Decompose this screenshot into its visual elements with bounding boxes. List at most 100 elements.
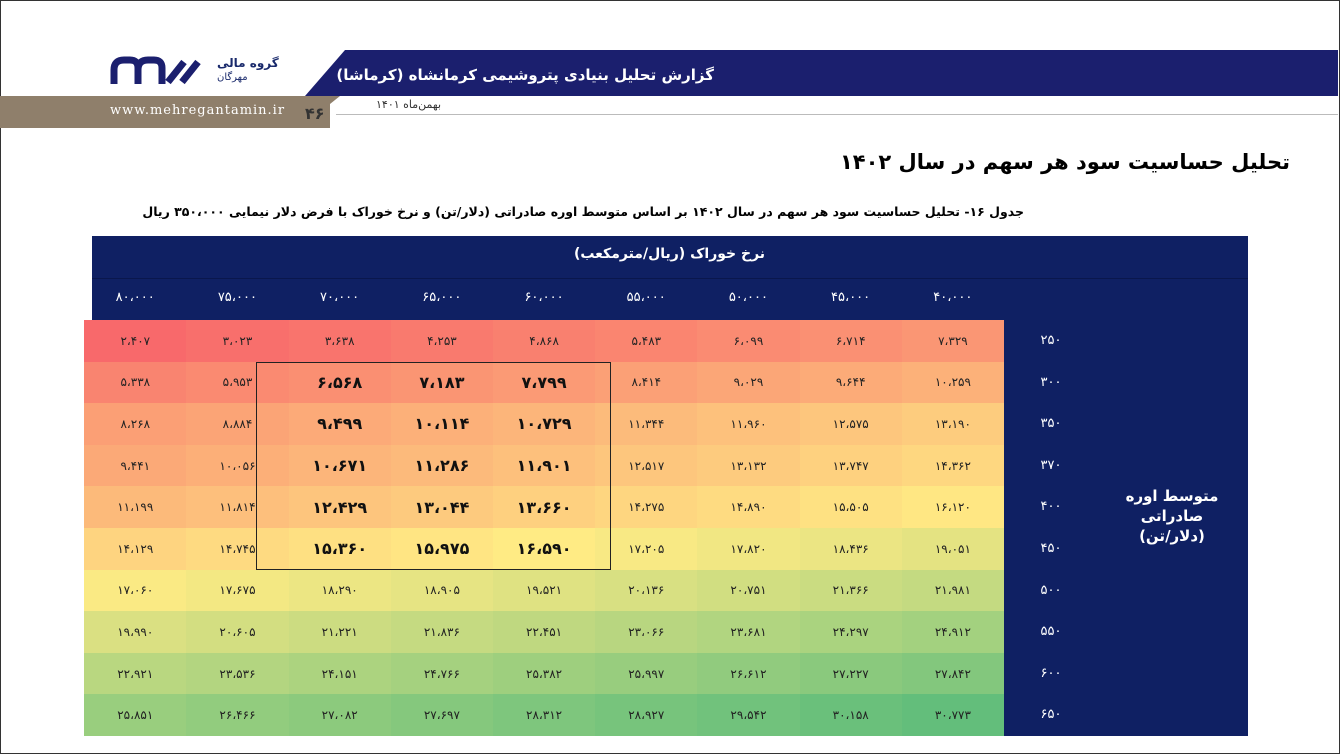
table-cell: ۱۸،۲۹۰ (288, 569, 391, 612)
column-header: ۴۵،۰۰۰ (831, 290, 871, 305)
table-cell: ۴،۲۵۳ (390, 320, 493, 362)
logo-mark-icon (110, 56, 201, 85)
table-cell: ۱۲،۵۱۷ (595, 444, 698, 487)
table-cell: ۱۴،۳۶۲ (901, 444, 1004, 487)
table-cell: ۳،۰۲۳ (186, 320, 289, 362)
table-cell: ۱۸،۹۰۵ (390, 569, 493, 612)
table-cell: ۲۳،۰۶۶ (595, 611, 698, 653)
page-number: ۴۶ (305, 104, 325, 123)
table-cell: ۱۷،۶۷۵ (186, 569, 289, 612)
table-cell: ۱۴،۸۹۰ (697, 486, 800, 528)
table-cell: ۷،۱۸۳ (390, 361, 493, 404)
row-header: ۵۰۰ (1040, 582, 1062, 598)
row-group-header-line1: متوسط اوره صادراتی (1125, 487, 1219, 525)
table-cell: ۱۱،۹۰۱ (493, 444, 596, 487)
table-cell: ۲۷،۲۲۷ (799, 652, 902, 695)
table-cell: ۱۳،۶۶۰ (493, 486, 596, 528)
table-cell: ۳۰،۱۵۸ (799, 694, 902, 736)
table-cell: ۱۷،۰۶۰ (84, 569, 187, 612)
table-cell: ۱۳،۷۴۷ (799, 444, 902, 487)
table-cell: ۱۷،۸۲۰ (697, 528, 800, 570)
column-header: ۸۰،۰۰۰ (115, 290, 155, 305)
table-cell: ۲۴،۱۵۱ (288, 652, 391, 695)
table-cell: ۸،۸۸۴ (186, 403, 289, 445)
column-header: ۵۰،۰۰۰ (728, 290, 768, 305)
column-header: ۶۵،۰۰۰ (422, 290, 462, 305)
table-cell: ۲،۴۰۷ (84, 320, 187, 362)
table-cell: ۲۶،۶۱۲ (697, 652, 800, 695)
column-header: ۵۵،۰۰۰ (626, 290, 666, 305)
column-header: ۷۵،۰۰۰ (217, 290, 257, 305)
table-cell: ۱۱،۲۸۶ (390, 444, 493, 487)
table-cell: ۱۳،۱۳۲ (697, 444, 800, 487)
table-cell: ۲۲،۹۲۱ (84, 652, 187, 695)
table-cell: ۹،۴۹۹ (288, 403, 391, 445)
table-cell: ۱۳،۰۴۴ (390, 486, 493, 528)
table-cell: ۲۷،۰۸۲ (288, 694, 391, 736)
table-cell: ۶،۷۱۴ (799, 320, 902, 362)
table-cell: ۳،۶۳۸ (288, 320, 391, 362)
table-cell: ۲۷،۸۴۲ (901, 652, 1004, 695)
table-cell: ۱۵،۳۶۰ (288, 528, 391, 570)
row-header: ۶۵۰ (1040, 707, 1062, 723)
row-header: ۶۰۰ (1040, 665, 1062, 681)
table-cell: ۱۲،۴۲۹ (288, 486, 391, 528)
table-cell: ۶،۵۶۸ (288, 361, 391, 404)
table-cell: ۲۱،۹۸۱ (901, 569, 1004, 612)
table-cell: ۱۰،۲۵۹ (901, 361, 1004, 404)
column-header: ۴۰،۰۰۰ (933, 290, 973, 305)
website-band (0, 96, 330, 128)
table-cell: ۱۰،۰۵۶ (186, 444, 289, 487)
table-cell: ۱۸،۴۳۶ (799, 528, 902, 570)
section-title: تحلیل حساسیت سود هر سهم در سال ۱۴۰۲ (839, 150, 1290, 174)
report-date: بهمن‌ماه ۱۴۰۱ (376, 98, 442, 111)
table-cell: ۱۹،۹۹۰ (84, 611, 187, 653)
column-group-header: نرخ خوراک (ریال/مترمکعب) (573, 246, 766, 262)
table-cell: ۲۵،۹۹۷ (595, 652, 698, 695)
table-cell: ۹،۶۴۴ (799, 361, 902, 404)
table-cell: ۳۰،۷۷۳ (901, 694, 1004, 736)
table-cell: ۲۳،۵۳۶ (186, 652, 289, 695)
row-header: ۳۰۰ (1040, 374, 1062, 390)
table-cell: ۲۸،۳۱۲ (493, 694, 596, 736)
table-cell: ۲۴،۷۶۶ (390, 652, 493, 695)
table-header-divider (92, 278, 1248, 279)
header-divider (336, 114, 1338, 115)
table-cell: ۲۱،۸۳۶ (390, 611, 493, 653)
table-cell: ۱۴،۲۷۵ (595, 486, 698, 528)
report-title: گزارش تحلیل بنیادی پتروشیمی کرمانشاه (کر… (336, 66, 714, 84)
row-header: ۴۰۰ (1040, 499, 1062, 515)
logo-text-group: گروه مالی (217, 56, 279, 70)
table-cell: ۵،۴۸۳ (595, 320, 698, 362)
table-cell: ۲۰،۱۳۶ (595, 569, 698, 612)
row-header: ۲۵۰ (1040, 333, 1062, 348)
row-header: ۳۵۰ (1040, 416, 1062, 432)
table-cell: ۷،۷۹۹ (493, 361, 596, 404)
row-header: ۴۵۰ (1040, 541, 1062, 556)
row-header: ۵۵۰ (1040, 624, 1062, 640)
table-cell: ۱۵،۹۷۵ (390, 528, 493, 570)
table-cell: ۷،۳۲۹ (901, 320, 1004, 362)
table-cell: ۱۶،۱۲۰ (901, 486, 1004, 528)
table-cell: ۱۰،۶۷۱ (288, 444, 391, 487)
table-cell: ۲۵،۳۸۲ (493, 652, 596, 695)
table-cell: ۲۰،۶۰۵ (186, 611, 289, 653)
table-cell: ۲۳،۶۸۱ (697, 611, 800, 653)
table-cell: ۱۴،۷۴۵ (186, 528, 289, 570)
table-cell: ۹،۴۴۱ (84, 444, 187, 487)
website-link[interactable]: www.mehregantamin.ir (110, 103, 286, 118)
table-cell: ۲۹،۵۴۲ (697, 694, 800, 736)
table-cell: ۱۰،۷۲۹ (493, 403, 596, 445)
table-cell: ۲۵،۸۵۱ (84, 694, 187, 736)
table-cell: ۲۱،۲۲۱ (288, 611, 391, 653)
table-cell: ۱۶،۵۹۰ (493, 528, 596, 570)
table-cell: ۱۱،۸۱۴ (186, 486, 289, 528)
column-header: ۷۰،۰۰۰ (320, 290, 360, 305)
table-cell: ۱۱،۹۶۰ (697, 403, 800, 445)
title-bar (305, 50, 1338, 96)
table-cell: ۵،۹۵۳ (186, 361, 289, 404)
table-cell: ۱۲،۵۷۵ (799, 403, 902, 445)
table-cell: ۲۴،۲۹۷ (799, 611, 902, 653)
table-cell: ۴،۸۶۸ (493, 320, 596, 362)
